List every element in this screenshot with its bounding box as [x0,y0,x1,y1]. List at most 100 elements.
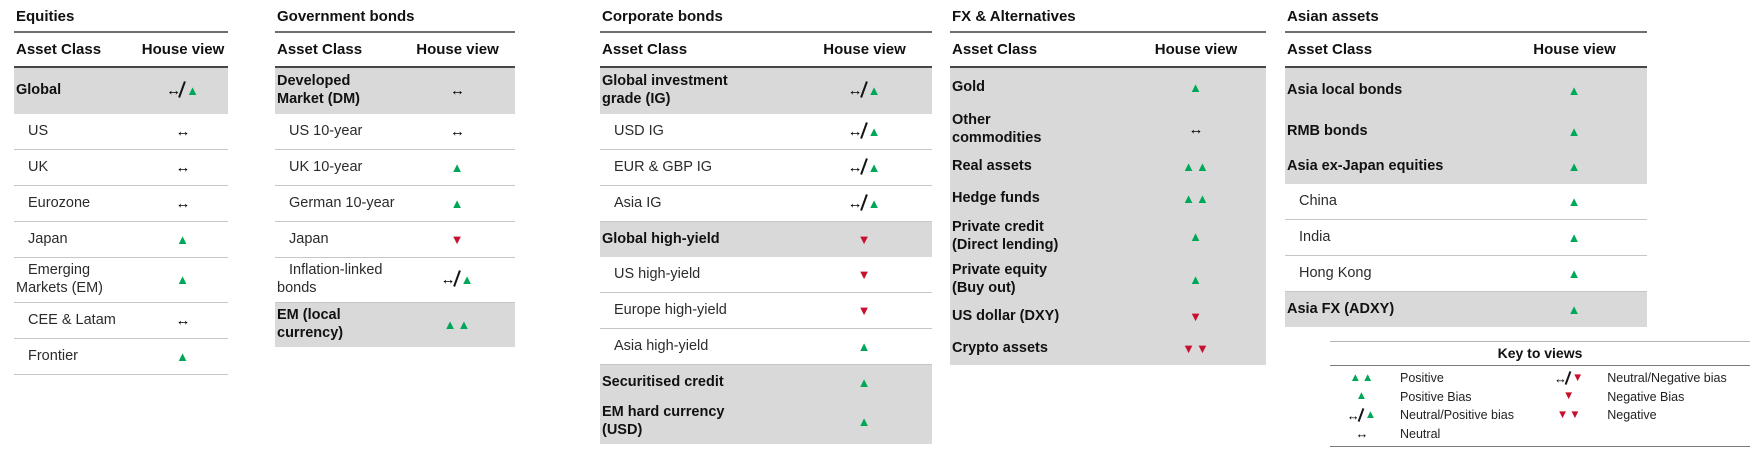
house-view-symbol-negative-bias: ▼ [1563,390,1575,403]
slashed-neutral-arrow-icon: ↔ [166,82,182,99]
asset-class-label: Europe high-yield [614,301,727,318]
house-view-cell: ↔ [138,160,228,176]
table-title: Equities [14,6,228,33]
house-view-symbol-positive-bias: ▲ [176,233,190,246]
house-view-cell: ↔ ▲ [797,83,932,99]
legend-symbol-cell: ▼▼ [1537,408,1601,422]
asset-class-label: US [28,122,49,139]
house-view-symbol-positive-bias: ▲ [858,415,872,428]
asset-class-label: UK [28,158,49,175]
house-view-symbol-neutral: ↔ [1356,427,1369,440]
house-view-cell: ↔ ▲ [797,196,932,212]
table-row-us-dollar-dxy: US dollar (DXY) ▼ [950,301,1266,333]
legend-item-negative: ▼▼ Negative [1537,406,1750,425]
slashed-neutral-arrow-icon: ↔ [1346,407,1360,423]
table-header-row: Asset Class House view [600,33,932,68]
house-view-symbol-neutral: ↔ [1189,122,1204,137]
table-title: Government bonds [275,6,515,33]
up-triangle-icon: ▲ [1567,229,1582,245]
legend-symbol-cell: ▼ [1537,390,1601,403]
house-view-cell: ▲ [400,160,515,176]
house-view-cell: ▲▲ [1126,191,1266,207]
house-view-symbol-positive-bias: ▲ [1568,160,1582,173]
up-triangle-icon: ▲ [176,231,190,247]
legend-label: Negative [1607,408,1657,423]
asset-class-label: Global [16,82,62,99]
slashed-neutral-arrow-icon: ↔ [847,194,863,212]
house-view-cell: ▼ [797,267,932,283]
house-view-symbol-positive-bias: ▲ [858,340,872,353]
table-body: Developed Market (DM) ↔ US 10-year ↔ UK 10-y… [275,68,515,347]
house-view-cell: ▲ [1126,272,1266,288]
house-view-cell: ▲ [138,272,228,288]
house-view-cell: ▼ [400,232,515,248]
table-row-japan: Japan ▼ [275,222,515,258]
table-row-inflation-linked-bonds: Inflation-linked bonds ↔ ▲ [275,258,515,303]
up-triangle-icon: ▲ [1355,390,1369,402]
asset-class-label: Hong Kong [1299,264,1372,281]
table-row-china: China ▲ [1285,184,1647,220]
table-row-usd-ig: USD IG ↔ ▲ [600,114,932,150]
house-view-header: House view [1154,41,1238,58]
table-row-india: India ▲ [1285,220,1647,256]
asset-class-label: Asia high-yield [614,337,709,354]
neutral-arrow-icon: ↔ [175,311,191,329]
legend-item-negative-bias: ▼ Negative Bias [1537,388,1750,407]
house-view-cell: ↔ [138,124,228,140]
house-view-cell: ▼ [797,303,932,319]
asset-class-label: Japan [28,230,68,247]
house-view-symbol-neutral-positive-bias: ↔ ▲ [848,124,882,139]
neutral-arrow-icon: ↔ [450,82,465,99]
up-triangle-icon: ▲ [1567,83,1582,98]
table-title: Asian assets [1285,6,1647,33]
table-row-gold: Gold ▲ [950,68,1266,108]
asset-class-label: Emerging Markets (EM) [16,262,103,296]
table-header-row: Asset Class House view [1285,33,1647,68]
house-view-cell: ↔ ▲ [138,83,228,99]
legend-label: Neutral/Positive bias [1400,408,1514,423]
asset-table-fx-alternatives: FX & Alternatives Asset Class House view Go… [950,6,1266,365]
up-triangle-icon: ▲ [867,159,882,175]
down-triangle-icon: ▼ [857,302,872,318]
house-view-cell: ▲ [1126,80,1266,96]
slashed-neutral-arrow-icon: ↔ [440,271,456,288]
house-view-cell: ▲ [1126,229,1266,245]
house-view-symbol-negative-bias: ▼ [451,233,465,246]
house-view-cell: ▲ [797,375,932,391]
legend-label: Positive [1400,371,1444,386]
legend-item-positive: ▲▲ Positive [1330,369,1537,388]
table-row-private-credit-direct-lending: Private credit (Direct lending) ▲ [950,215,1266,258]
asset-class-label: EUR & GBP IG [614,158,713,175]
house-view-cell: ▲ [1502,194,1647,210]
house-view-symbol-neutral: ↔ [450,83,465,98]
house-view-cell: ▲ [1502,302,1647,318]
house-view-cell: ▲ [1502,159,1647,175]
house-view-cell: ▲▲ [1126,159,1266,175]
house-view-symbol-negative-bias: ▼ [1189,310,1203,323]
house-view-cell: ▼ [797,232,932,248]
table-row-uk: UK ↔ [14,150,228,186]
table-row-us: US ↔ [14,114,228,150]
up-triangle-icon: ▲ [867,195,882,211]
asset-class-label: China [1299,192,1337,209]
house-view-symbol-negative-bias: ▼ [858,304,872,317]
asset-class-header: Asset Class [602,41,688,58]
house-view-symbol-negative: ▼▼ [1182,342,1210,355]
house-view-cell: ▼ [1126,309,1266,325]
asset-class-label: Private credit (Direct lending) [952,218,1059,253]
slashed-neutral-arrow-icon: ↔ [847,158,863,176]
legend-label: Positive Bias [1400,389,1472,404]
legend-entries: ▲▲ Positive ▲ Positive Bias ↔ ▲ Neutral/Positi… [1330,366,1750,447]
asset-class-label: Global high-yield [602,230,720,247]
double-up-triangle-icon: ▲▲ [1349,371,1375,384]
asset-class-label: Real assets [952,158,1032,175]
house-view-symbol-positive-bias: ▲ [176,273,190,286]
up-triangle-icon: ▲ [1567,265,1582,281]
neutral-arrow-icon: ↔ [175,194,191,212]
up-triangle-icon: ▲ [450,159,465,175]
double-down-triangle-icon: ▼▼ [1556,408,1582,421]
table-row-asia-ig: Asia IG ↔ ▲ [600,186,932,222]
house-view-cell: ▲ [138,232,228,248]
asset-class-label: UK 10-year [289,158,363,175]
table-row-private-equity-buy-out: Private equity (Buy out) ▲ [950,258,1266,301]
